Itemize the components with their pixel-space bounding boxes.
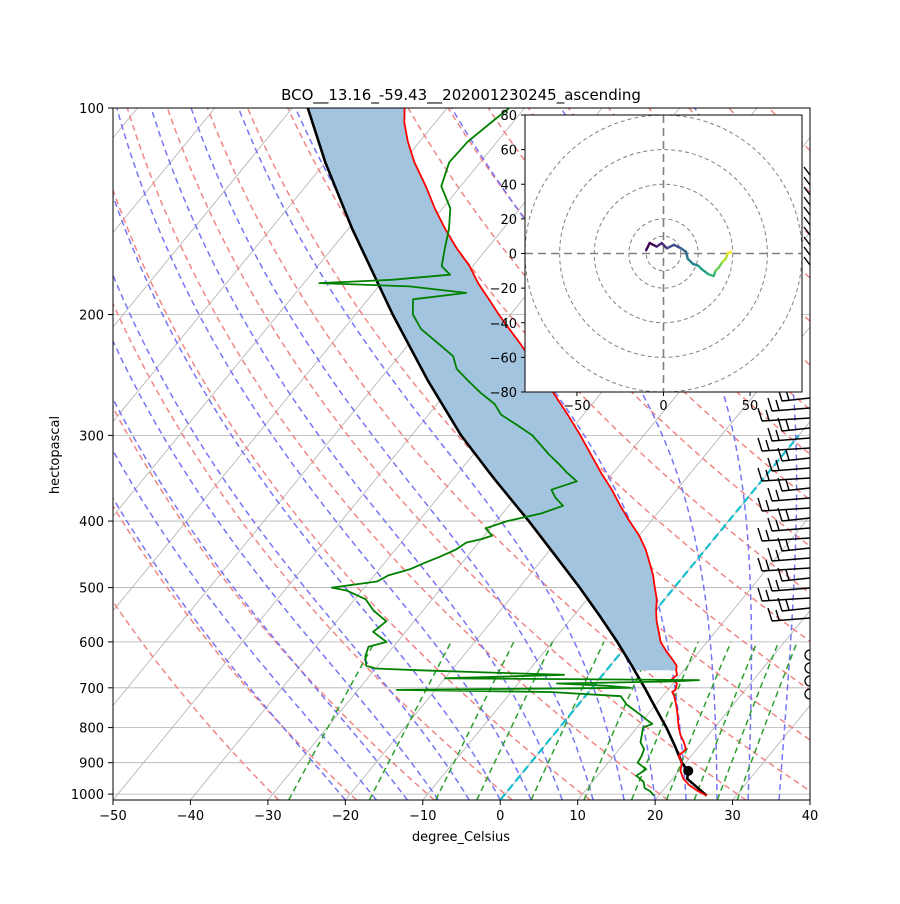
dry-adiabat — [0, 108, 279, 800]
x-tick-label: 20 — [647, 809, 664, 824]
x-tick-label: 40 — [802, 809, 819, 824]
wind-barb — [810, 720, 844, 734]
wind-barb — [804, 247, 840, 271]
x-tick-label: 10 — [569, 809, 586, 824]
hodograph-y-tick-label: −80 — [490, 386, 517, 401]
isotherm-line — [887, 108, 900, 800]
wind-barb — [804, 167, 840, 191]
x-tick-label: −20 — [332, 809, 359, 824]
isotherm-line — [0, 108, 292, 800]
y-tick-label: 500 — [79, 582, 104, 597]
wind-barb — [804, 197, 840, 221]
wind-barb — [804, 177, 840, 201]
wind-barb — [810, 790, 844, 804]
y-tick-label: 700 — [79, 682, 104, 697]
dry-adiabat — [47, 108, 512, 800]
hodograph-y-tick-label: 60 — [500, 144, 517, 159]
moist-adiabat — [87, 108, 500, 800]
y-tick-label: 200 — [79, 309, 104, 324]
wind-barb — [804, 217, 840, 241]
y-tick-label: 800 — [79, 722, 104, 737]
hodograph-y-tick-label: −20 — [490, 282, 517, 297]
hodograph-x-tick-label: −50 — [563, 399, 590, 414]
hodograph-y-tick-label: 40 — [500, 178, 517, 193]
wind-barb — [810, 710, 844, 724]
wind-barb — [810, 750, 844, 764]
wind-barb — [810, 740, 844, 754]
wind-barb — [810, 760, 844, 774]
x-tick-label: −50 — [99, 809, 126, 824]
x-axis-label: degree_Celsius — [412, 830, 510, 845]
wind-barb — [804, 207, 840, 231]
isotherm-line — [810, 108, 900, 800]
hodograph: −50 0 50 −80 −60 −40 −20 0 20 40 60 80 — [490, 109, 802, 414]
x-tick-label: −40 — [177, 809, 204, 824]
x-tick-label: −30 — [254, 809, 281, 824]
wind-barb — [810, 770, 844, 784]
chart-title: BCO__13.16_-59.43__202001230245_ascendin… — [281, 86, 641, 105]
y-tick-label: 100 — [79, 102, 104, 117]
hodograph-y-tick-label: 80 — [500, 109, 517, 124]
wind-barb — [810, 780, 844, 794]
x-tick-label: −10 — [409, 809, 436, 824]
lcl-point — [683, 766, 693, 776]
isotherm-line — [0, 108, 137, 800]
moist-adiabat — [117, 108, 531, 800]
wind-barb — [804, 227, 840, 251]
mixing-ratio-line — [531, 642, 604, 800]
hodograph-y-tick-label: 20 — [500, 213, 517, 228]
wind-barb — [804, 237, 840, 261]
y-tick-label: 300 — [79, 429, 104, 444]
y-axis-label: hectopascal — [48, 416, 63, 494]
wind-barb — [804, 187, 840, 211]
y-tick-label: 600 — [79, 636, 104, 651]
hodograph-x-tick-label: 50 — [742, 399, 759, 414]
hodograph-y-tick-label: −60 — [490, 351, 517, 366]
x-tick-label: 30 — [724, 809, 741, 824]
y-tick-label: 1000 — [71, 788, 104, 803]
hodograph-y-tick-label: 0 — [509, 248, 517, 263]
y-tick-label: 900 — [79, 757, 104, 772]
y-tick-label: 400 — [79, 515, 104, 530]
isotherm-line — [0, 108, 215, 800]
hodograph-x-tick-label: 0 — [659, 399, 667, 414]
hodograph-segment — [728, 252, 731, 254]
x-tick-label: 0 — [496, 809, 504, 824]
hodograph-y-tick-label: −40 — [490, 317, 517, 332]
wind-barb — [810, 730, 844, 744]
